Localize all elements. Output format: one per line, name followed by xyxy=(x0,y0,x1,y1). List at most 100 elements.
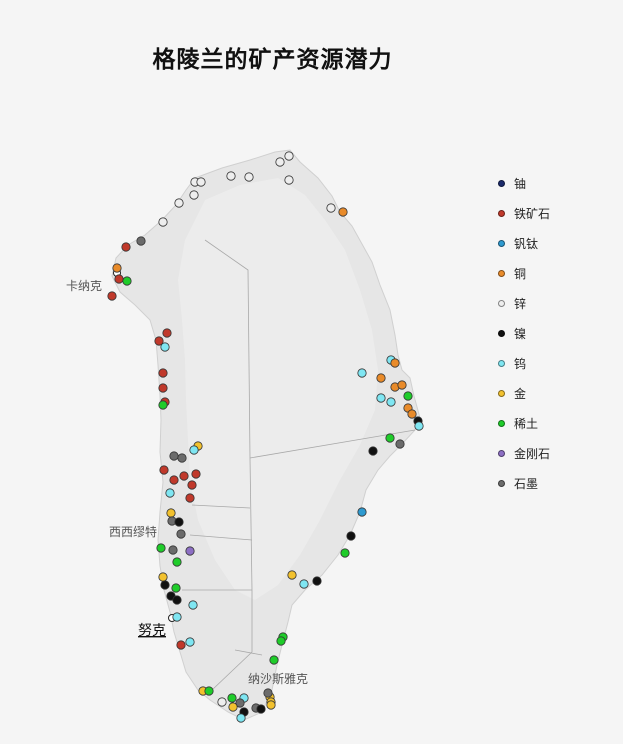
legend-label: 钨 xyxy=(514,356,527,371)
legend-swatch-graphite xyxy=(498,479,505,487)
legend-item-uranium: 铀 xyxy=(498,168,550,198)
deposit-marker-iron xyxy=(158,383,168,393)
deposit-marker-iron xyxy=(176,640,186,650)
deposit-marker-iron xyxy=(191,469,201,479)
deposit-marker-iron xyxy=(187,480,197,490)
deposit-marker-tungsten xyxy=(160,342,170,352)
deposit-marker-nickel xyxy=(174,517,184,527)
deposit-marker-zinc xyxy=(244,172,254,182)
deposit-marker-diamond xyxy=(185,546,195,556)
legend-swatch-diamond xyxy=(498,449,505,457)
deposit-marker-rare-earth xyxy=(122,276,132,286)
deposit-marker-rare-earth xyxy=(204,686,214,696)
legend-label: 铁矿石 xyxy=(514,206,551,221)
deposit-marker-rare-earth xyxy=(276,636,286,646)
deposit-marker-graphite xyxy=(235,698,245,708)
deposit-marker-tungsten xyxy=(414,421,424,431)
legend-label: 稀土 xyxy=(514,416,539,431)
ice-sheet xyxy=(178,178,378,600)
place-label-nuuk: 努克 xyxy=(138,623,166,639)
deposit-marker-tungsten xyxy=(172,612,182,622)
legend-label: 铀 xyxy=(514,176,527,191)
deposit-marker-graphite xyxy=(169,451,179,461)
deposit-marker-zinc xyxy=(158,217,168,227)
deposit-marker-iron xyxy=(179,471,189,481)
deposit-marker-iron xyxy=(158,368,168,378)
deposit-marker-graphite xyxy=(395,439,405,449)
legend-swatch-iron xyxy=(498,209,505,217)
deposit-marker-gold xyxy=(287,570,297,580)
legend: 铀铁矿石钒钛铜锌镍钨金稀土金刚石石墨 xyxy=(498,168,550,498)
deposit-marker-rare-earth xyxy=(171,583,181,593)
legend-swatch-gold xyxy=(498,389,505,397)
deposit-marker-tungsten xyxy=(188,600,198,610)
deposit-marker-zinc xyxy=(217,697,227,707)
deposit-marker-copper xyxy=(376,373,386,383)
deposit-marker-zinc xyxy=(326,203,336,213)
place-label-narsarsuaq: 纳沙斯雅克 xyxy=(248,671,308,686)
deposit-marker-gold xyxy=(228,702,238,712)
deposit-marker-tungsten xyxy=(189,445,199,455)
legend-item-vanadium-titanium: 钒钛 xyxy=(498,228,550,258)
legend-label: 锌 xyxy=(514,296,527,311)
deposit-marker-zinc xyxy=(284,175,294,185)
map-title: 格陵兰的矿产资源潜力 xyxy=(152,46,393,73)
deposit-marker-copper xyxy=(390,358,400,368)
legend-item-diamond: 金刚石 xyxy=(498,438,550,468)
legend-swatch-uranium xyxy=(498,179,505,187)
deposit-marker-rare-earth xyxy=(172,557,182,567)
deposit-marker-tungsten xyxy=(357,368,367,378)
deposit-marker-copper xyxy=(112,263,122,273)
deposit-marker-iron xyxy=(162,328,172,338)
deposit-marker-copper xyxy=(338,207,348,217)
deposit-marker-iron xyxy=(121,242,131,252)
deposit-marker-iron xyxy=(169,475,179,485)
deposit-marker-rare-earth xyxy=(227,693,237,703)
deposit-marker-tungsten xyxy=(236,713,246,723)
place-label-sisimiut: 西西缪特 xyxy=(109,524,157,539)
deposit-marker-iron xyxy=(159,465,169,475)
deposit-marker-iron xyxy=(114,274,124,284)
legend-label: 镍 xyxy=(514,326,527,341)
deposit-marker-nickel xyxy=(368,446,378,456)
deposit-marker-nickel xyxy=(160,580,170,590)
deposit-marker-copper xyxy=(407,409,417,419)
legend-item-zinc: 锌 xyxy=(498,288,550,318)
legend-item-gold: 金 xyxy=(498,378,550,408)
legend-label: 金 xyxy=(514,386,527,401)
deposit-marker-zinc xyxy=(196,177,206,187)
deposit-marker-rare-earth xyxy=(156,543,166,553)
place-label-qaanaaq: 卡纳克 xyxy=(66,279,102,293)
legend-swatch-copper xyxy=(498,269,505,277)
deposit-marker-gold xyxy=(266,700,276,710)
deposit-marker-zinc xyxy=(284,151,294,161)
legend-swatch-vanadium-titanium xyxy=(498,239,505,247)
deposit-marker-rare-earth xyxy=(340,548,350,558)
legend-swatch-zinc xyxy=(498,299,505,307)
deposit-marker-rare-earth xyxy=(385,433,395,443)
deposit-marker-rare-earth xyxy=(158,400,168,410)
deposit-marker-copper xyxy=(397,380,407,390)
deposit-marker-tungsten xyxy=(299,579,309,589)
legend-item-rare-earth: 稀土 xyxy=(498,408,550,438)
deposit-marker-graphite xyxy=(176,529,186,539)
deposit-marker-zinc xyxy=(226,171,236,181)
deposit-marker-rare-earth xyxy=(269,655,279,665)
legend-swatch-tungsten xyxy=(498,359,505,367)
deposit-marker-gold xyxy=(166,508,176,518)
deposit-marker-iron xyxy=(185,493,195,503)
deposit-marker-nickel xyxy=(312,576,322,586)
deposit-marker-graphite xyxy=(136,236,146,246)
legend-item-copper: 铜 xyxy=(498,258,550,288)
deposit-marker-nickel xyxy=(346,531,356,541)
legend-item-graphite: 石墨 xyxy=(498,468,550,498)
deposit-marker-tungsten xyxy=(376,393,386,403)
legend-label: 石墨 xyxy=(514,476,539,491)
legend-swatch-rare-earth xyxy=(498,419,505,427)
legend-label: 金刚石 xyxy=(514,446,551,461)
legend-item-tungsten: 钨 xyxy=(498,348,550,378)
deposit-marker-iron xyxy=(154,336,164,346)
deposit-marker-vanadium-titanium xyxy=(357,507,367,517)
mineral-deposits xyxy=(107,151,424,723)
deposit-marker-nickel xyxy=(172,595,182,605)
